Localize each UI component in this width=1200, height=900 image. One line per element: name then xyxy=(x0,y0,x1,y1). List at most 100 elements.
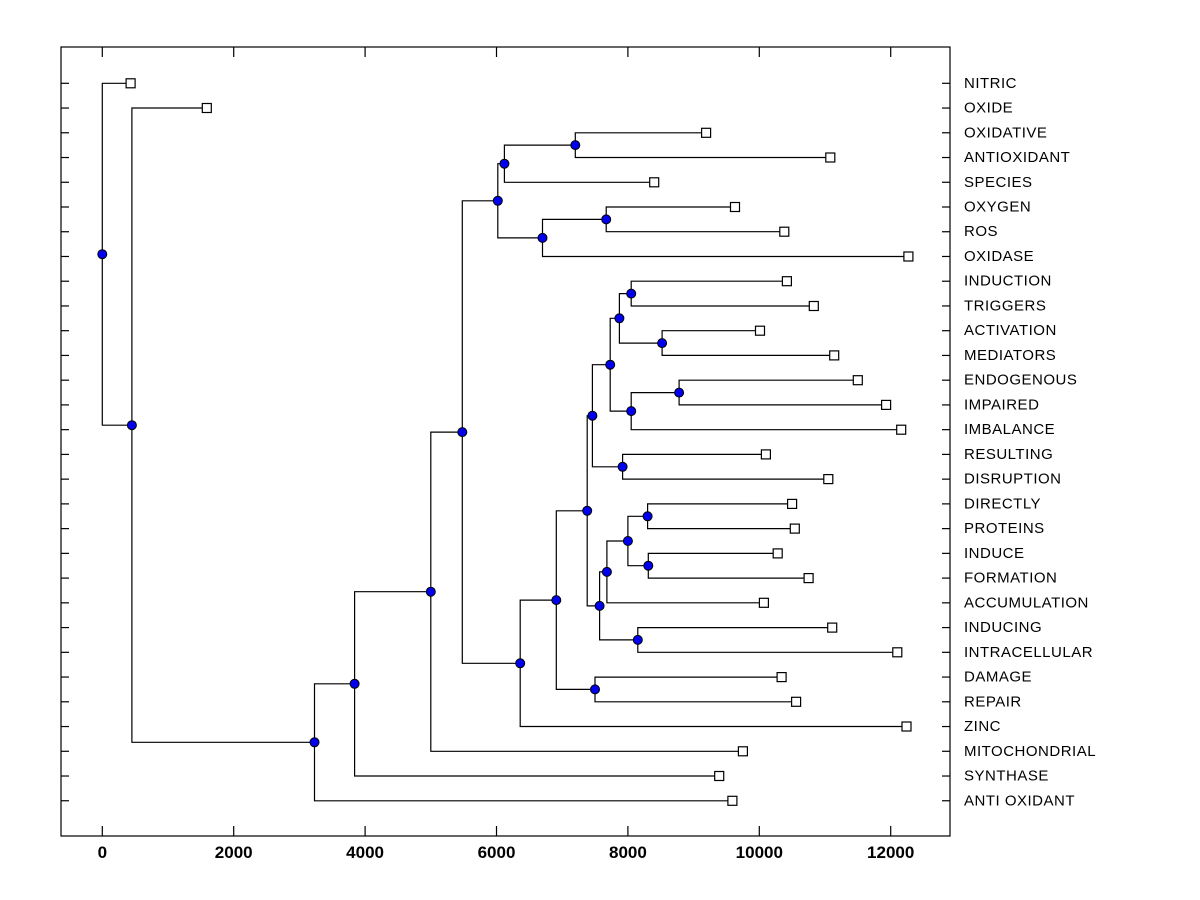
x-tick-label: 6000 xyxy=(478,843,516,862)
leaf-marker xyxy=(727,795,738,806)
dendrogram-branch xyxy=(637,627,898,653)
dendrogram-branch xyxy=(541,218,909,258)
leaf-marker xyxy=(829,350,840,361)
dendrogram-branch xyxy=(131,107,315,743)
merge-node-dot xyxy=(601,566,612,577)
leaf-marker xyxy=(852,375,863,386)
leaf-label: MEDIATORS xyxy=(964,347,1056,364)
merge-node-dot xyxy=(515,658,526,669)
dendrogram-branch xyxy=(606,540,764,604)
leaf-label: MITOCHONDRIAL xyxy=(964,743,1096,760)
dendrogram-branch xyxy=(594,676,797,703)
x-tick-label: 8000 xyxy=(609,843,647,862)
leaf-marker xyxy=(201,102,212,114)
leaf-label: ROS xyxy=(964,223,998,240)
leaf-marker xyxy=(779,226,790,237)
merge-node-dot xyxy=(617,461,628,472)
x-tick-label: 10000 xyxy=(736,843,783,862)
leaf-marker xyxy=(714,770,725,782)
leaf-label: PROTEINS xyxy=(964,520,1045,537)
x-tick-label: 12000 xyxy=(867,843,914,862)
merge-node-dot xyxy=(537,232,548,243)
merge-node-dot xyxy=(594,600,605,611)
leaf-marker xyxy=(892,647,903,658)
leaf-marker xyxy=(789,523,800,534)
leaf-marker xyxy=(823,474,834,485)
leaf-label: ENDOGENOUS xyxy=(964,372,1077,389)
x-tick-label: 0 xyxy=(98,843,107,862)
merge-node-dot xyxy=(590,684,600,695)
leaf-marker xyxy=(649,177,660,188)
leaf-label: RESULTING xyxy=(964,446,1053,463)
dendrogram-branch xyxy=(599,571,638,641)
merge-node-dot xyxy=(492,195,503,206)
leaf-label: DAMAGE xyxy=(964,669,1032,686)
leaf-marker xyxy=(901,721,912,732)
leaf-label: INDUCING xyxy=(964,619,1042,636)
leaf-label: ANTI OXIDANT xyxy=(964,792,1075,809)
leaf-label: ACCUMULATION xyxy=(964,594,1089,611)
dendrogram-branch xyxy=(630,392,902,431)
merge-node-dot xyxy=(499,158,510,169)
leaf-label: ZINC xyxy=(964,718,1001,735)
leaf-marker xyxy=(772,548,783,559)
dendrogram-branch xyxy=(354,591,720,777)
merge-node-dot xyxy=(632,634,643,645)
leaf-marker xyxy=(880,399,892,410)
merge-node-dot xyxy=(642,511,653,522)
leaf-marker xyxy=(803,572,814,584)
dendrogram-branch xyxy=(605,206,785,233)
leaf-marker xyxy=(786,498,798,509)
leaf-marker xyxy=(760,449,772,460)
leaf-label: DIRECTLY xyxy=(964,495,1041,512)
merge-node-dot xyxy=(605,359,616,370)
merge-node-dot xyxy=(126,420,137,431)
x-tick-label: 2000 xyxy=(215,843,253,862)
leaf-marker xyxy=(808,300,819,312)
merge-node-dot xyxy=(622,536,633,546)
merge-node-dot xyxy=(349,678,360,689)
leaf-label: ANTIOXIDANT xyxy=(964,149,1070,166)
plot-box xyxy=(60,46,951,837)
leaf-label: OXIDE xyxy=(964,100,1013,117)
leaf-label: REPAIR xyxy=(964,693,1022,710)
dendrogram-branch xyxy=(647,503,795,530)
leaf-label: NITRIC xyxy=(964,75,1017,92)
merge-node-dot xyxy=(587,410,598,421)
leaf-label: INTRACELLULAR xyxy=(964,644,1093,661)
leaf-label: OXIDASE xyxy=(964,248,1034,265)
leaf-marker xyxy=(790,696,802,707)
leaf-marker xyxy=(896,424,907,435)
merge-node-dot xyxy=(601,214,612,225)
merge-node-dot xyxy=(97,249,108,260)
leaf-label: SPECIES xyxy=(964,174,1033,191)
leaf-label: INDUCE xyxy=(964,545,1025,562)
leaf-label: TRIGGERS xyxy=(964,298,1046,315)
dendrogram-branch xyxy=(519,599,907,728)
merge-node-dot xyxy=(657,338,668,349)
leaf-label: IMBALANCE xyxy=(964,421,1055,438)
leaf-marker xyxy=(737,746,749,757)
merge-node-dot xyxy=(626,406,637,417)
leaf-label: FORMATION xyxy=(964,570,1057,587)
dendrogram-branch xyxy=(622,453,829,480)
merge-node-dot xyxy=(582,505,593,516)
leaf-label: INDUCTION xyxy=(964,273,1052,290)
dendrogram-branch xyxy=(618,293,663,344)
merge-node-dot xyxy=(425,586,436,597)
dendrogram-branch xyxy=(647,552,809,579)
dendrogram-branch xyxy=(461,200,521,664)
leaf-label: OXIDATIVE xyxy=(964,124,1047,141)
merge-node-dot xyxy=(570,140,581,151)
leaf-label: OXYGEN xyxy=(964,199,1031,216)
leaf-marker xyxy=(700,127,712,138)
x-tick-label: 4000 xyxy=(346,843,384,862)
dendrogram-branch xyxy=(503,144,655,183)
merge-node-dot xyxy=(614,313,625,324)
leaf-label: SYNTHASE xyxy=(964,768,1049,785)
merge-node-dot xyxy=(457,427,468,438)
leaf-label: ACTIVATION xyxy=(964,322,1057,339)
leaf-marker xyxy=(781,276,793,287)
